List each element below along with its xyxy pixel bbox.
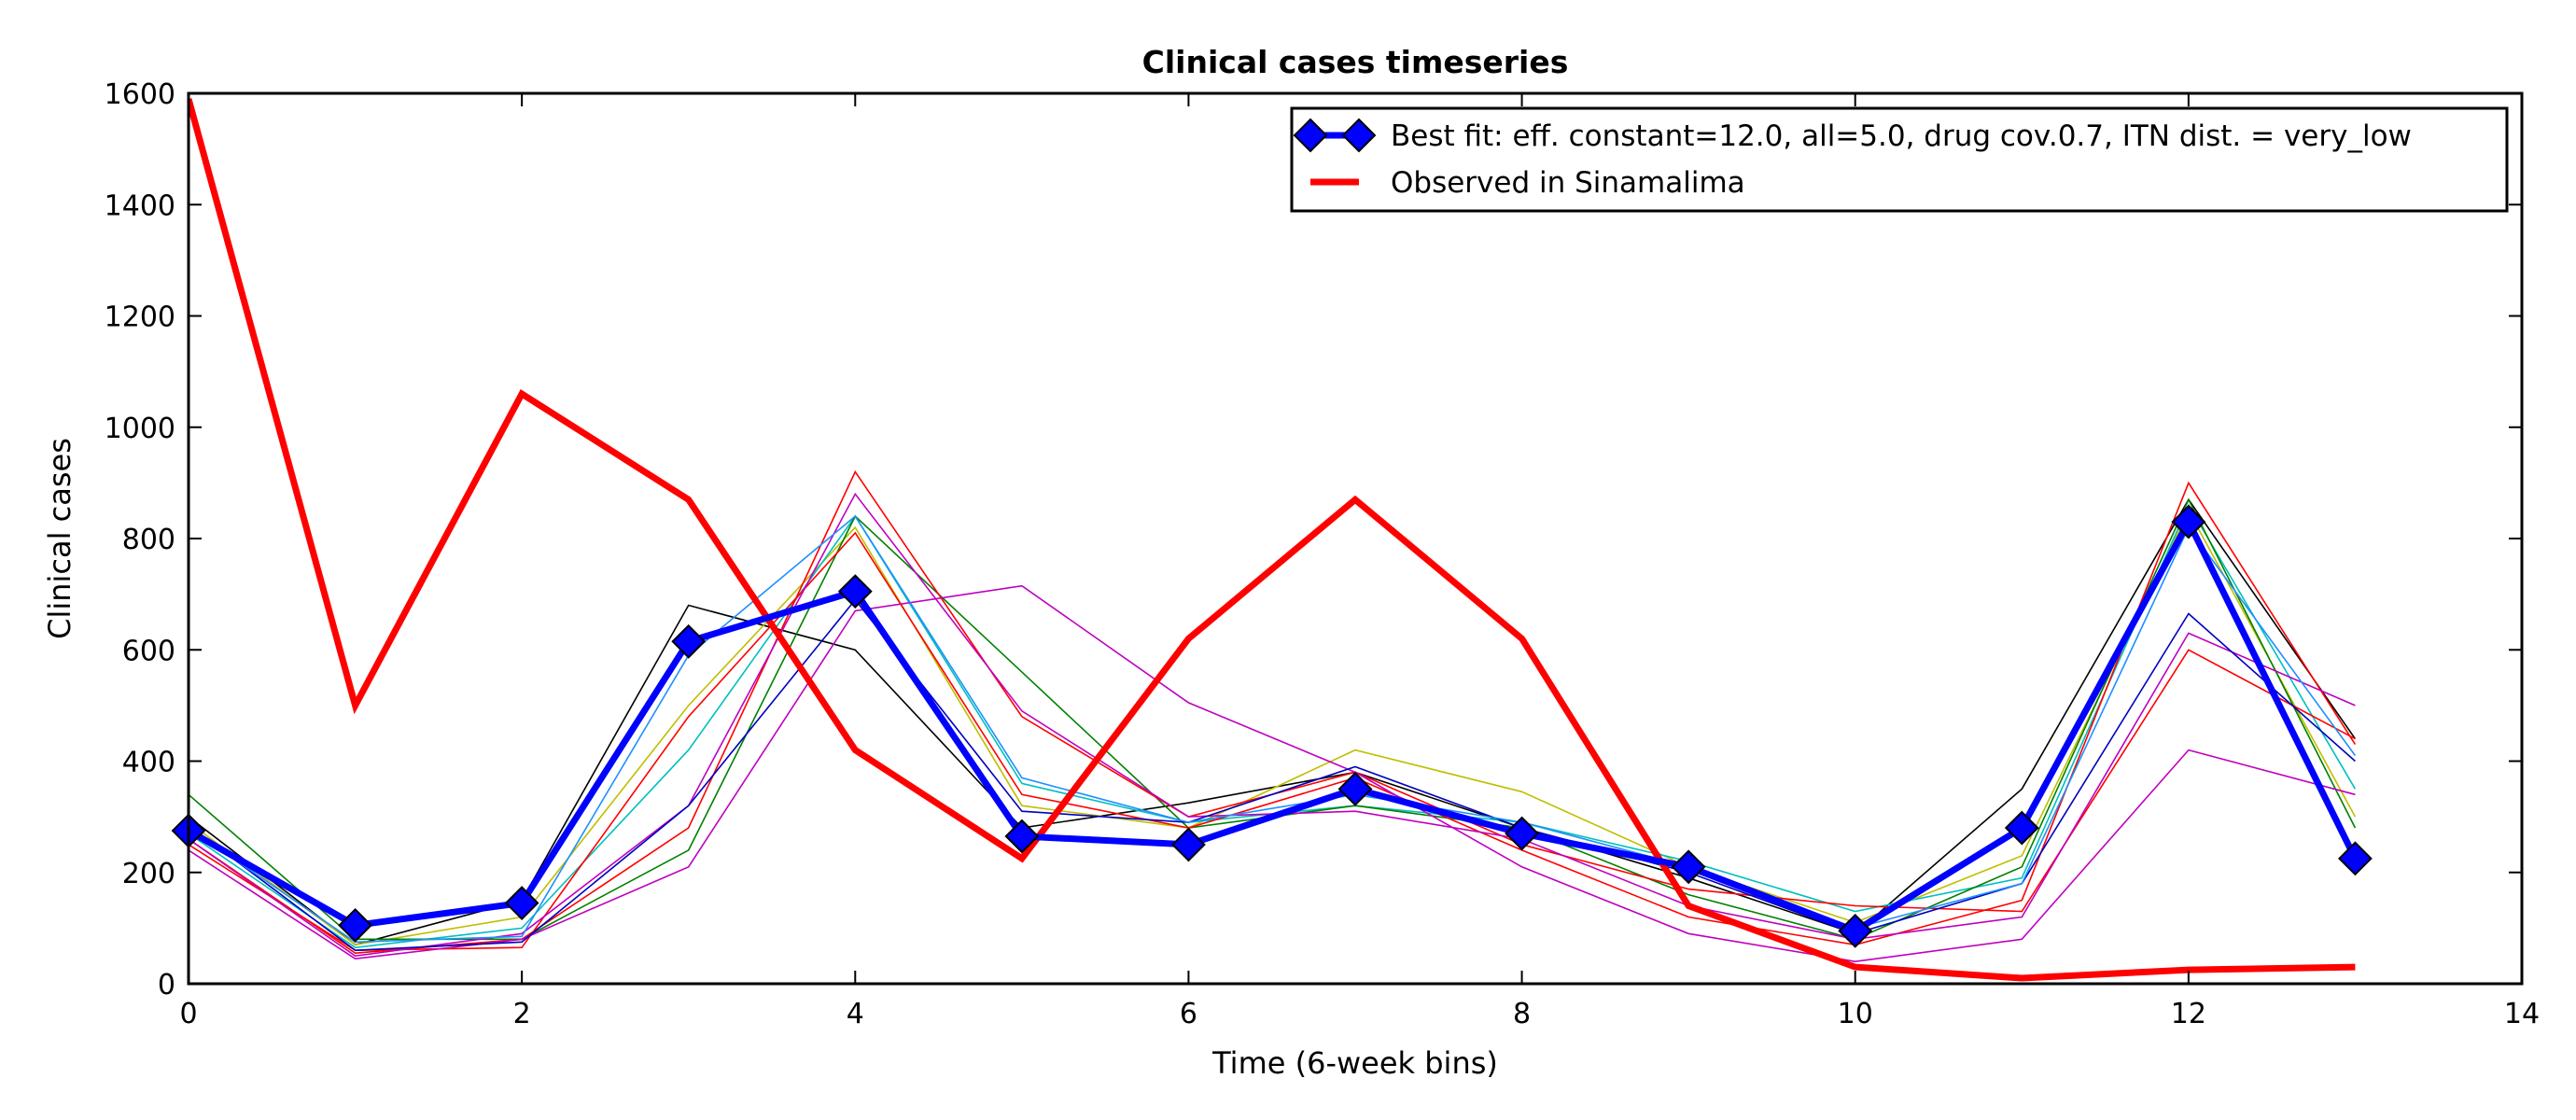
x-tick-label: 14 (2504, 998, 2540, 1030)
best-fit-point-11 (2004, 810, 2039, 846)
best-fit-point-3 (671, 623, 707, 659)
plot-area (171, 98, 2373, 982)
best-fit-point-6 (1171, 827, 1206, 862)
best-fit-series-line (189, 514, 2359, 935)
y-tick-label: 1200 (105, 301, 175, 334)
observed-series-line (189, 98, 2356, 982)
x-tick-label: 2 (513, 998, 531, 1030)
simulation-run-line-1 (189, 497, 2357, 946)
series-group (189, 98, 2359, 982)
simulation-run-line-10 (189, 514, 2357, 944)
best-fit-point-2 (504, 886, 539, 920)
best-fit-point-7 (1337, 771, 1373, 806)
plot-frame (187, 91, 2524, 986)
legend: Best fit: eff. constant=12.0, all=5.0, d… (1290, 106, 2509, 213)
y-tick-label: 1600 (105, 78, 175, 111)
y-axis: 0 200 400 600 800 1000 1200 1400 1600 (105, 78, 2522, 1001)
x-axis-label: Time (6-week bins) (1211, 1045, 1498, 1081)
x-tick-label: 6 (1180, 998, 1197, 1030)
best-fit-point-10 (1838, 913, 1873, 948)
chart-title: Clinical cases timeseries (1142, 44, 1569, 80)
x-axis: 0 2 4 6 8 10 12 14 (179, 93, 2540, 1030)
simulation-run-line-6 (189, 481, 2357, 952)
y-tick-label: 0 (158, 969, 175, 1001)
legend-box (1290, 106, 2509, 213)
best-fit-point-4 (837, 574, 873, 609)
best-fit-point-1 (338, 907, 372, 943)
legend-label-observed: Observed in Sinamalima (1391, 166, 1745, 200)
y-axis-label: Clinical cases (42, 438, 77, 639)
simulation-run-line-9 (189, 598, 2356, 952)
x-tick-label: 12 (2171, 998, 2206, 1030)
best-fit-point-9 (1671, 849, 1706, 885)
legend-marker-best-fit (1293, 118, 1328, 153)
y-tick-label: 200 (122, 858, 175, 890)
legend-label-best-fit: Best fit: eff. constant=12.0, all=5.0, d… (1391, 119, 2412, 153)
simulation-run-line-7 (189, 584, 2356, 963)
best-fit-point-13 (2338, 841, 2373, 876)
x-tick-label: 0 (179, 998, 197, 1030)
legend-marker-best-fit (1341, 118, 1377, 153)
y-tick-label: 1000 (105, 413, 175, 445)
x-tick-label: 10 (1838, 998, 1873, 1030)
y-tick-label: 600 (122, 635, 175, 667)
best-fit-point-8 (1505, 816, 1539, 851)
y-tick-label: 1400 (105, 189, 175, 222)
simulation-run-line-2 (189, 509, 2357, 946)
x-tick-label: 4 (847, 998, 864, 1030)
y-tick-label: 800 (122, 524, 175, 556)
x-tick-label: 8 (1513, 998, 1531, 1030)
y-tick-label: 400 (122, 747, 175, 779)
best-fit-point-5 (1004, 819, 1040, 854)
best-fit-point-12 (2171, 504, 2206, 539)
